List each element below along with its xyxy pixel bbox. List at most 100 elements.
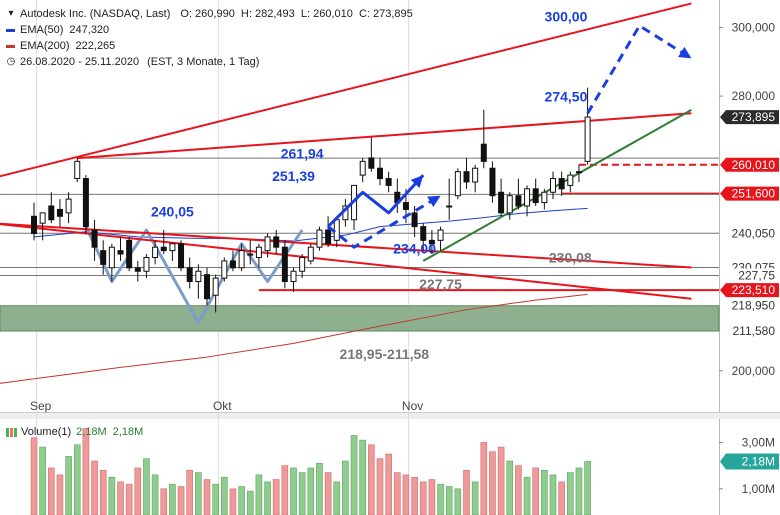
ema200-swatch: [6, 44, 15, 48]
volume-bar: [428, 479, 436, 515]
candle-body: [567, 174, 574, 186]
price-badge-label: 260,010: [732, 158, 776, 172]
legend-row-instrument: ▾ Autodesk Inc. (NASDAQ, Last) O: 260,99…: [6, 6, 412, 22]
volume-bar: [91, 460, 98, 515]
lower-channel-2-line: [0, 223, 692, 300]
ema50-line: [33, 207, 588, 242]
candle-body: [515, 195, 522, 207]
volume-bar: [255, 474, 263, 515]
volume-bar: [151, 474, 159, 515]
volume-value-2: 2,18M: [112, 426, 144, 438]
volume-value-1: 2,18M: [76, 426, 107, 438]
volume-bar: [454, 488, 462, 515]
volume-bar: [169, 483, 176, 515]
volume-bar: [39, 446, 46, 515]
candle-body: [238, 250, 245, 269]
volume-bar: [56, 474, 64, 515]
volume-axis-label: 1,00M: [742, 482, 775, 496]
volume-bar: [463, 469, 470, 515]
annotation-label: 240,05: [151, 203, 194, 219]
volume-bar: [489, 451, 496, 515]
ema50-label: EMA(50): [20, 24, 64, 36]
annotation-label: 234,00: [393, 240, 436, 256]
candle-body: [472, 167, 479, 183]
candle-body: [91, 229, 98, 248]
volume-bar: [497, 446, 505, 515]
volume-bar: [566, 472, 574, 515]
volume-axis-label: 3,00M: [742, 435, 775, 449]
volume-bar: [506, 460, 514, 515]
candle-body: [368, 157, 375, 169]
candle-body: [333, 219, 340, 241]
price-badge-label: 218,950: [732, 299, 776, 313]
volume-bar: [203, 479, 211, 515]
volume-bar: [134, 467, 142, 515]
volume-bar: [186, 469, 193, 515]
price-badge-label: 211,580: [733, 324, 776, 338]
volume-bar: [419, 481, 427, 515]
volume-bar: [117, 481, 124, 515]
candle-body: [229, 260, 236, 269]
candle-body: [100, 250, 107, 265]
volume-bar: [541, 469, 548, 515]
volume-bar: [195, 472, 202, 515]
volume-bar: [532, 467, 540, 515]
candle-body: [281, 246, 288, 283]
volume-bar: [480, 442, 488, 515]
volume-bar: [342, 460, 349, 515]
projection-solid-path: [327, 174, 425, 228]
candle-body: [541, 191, 548, 204]
volume-bar: [65, 456, 72, 515]
ema50-value: 247,320: [69, 24, 110, 36]
volume-bar: [264, 481, 271, 515]
price-badge-label: 251,600: [732, 187, 776, 201]
chevron-down-icon[interactable]: ▾: [8, 8, 14, 19]
price-badge: [720, 157, 779, 172]
volume-icon: [6, 427, 9, 437]
candle-body: [506, 195, 513, 214]
volume-bar: [575, 467, 583, 515]
candle-body: [307, 246, 314, 262]
candle-body: [152, 246, 159, 258]
candle-body: [411, 212, 418, 228]
ema200-label: EMA(200): [20, 40, 70, 52]
price-badge: [720, 186, 779, 201]
annotation-label: 274,50: [545, 88, 588, 104]
candle-body: [48, 205, 55, 221]
volume-bar: [523, 476, 531, 515]
candle-body: [65, 198, 72, 214]
price-badge-bg: [721, 268, 779, 283]
candle-body: [126, 239, 133, 269]
candle-body: [247, 253, 254, 256]
projection-solid-arrowhead: [410, 175, 424, 189]
legend-row-ema200: EMA(200) 222,265: [6, 38, 413, 54]
volume-bar: [99, 469, 107, 515]
y-axis-label: 300,000: [732, 20, 776, 34]
candle-body: [480, 143, 487, 162]
panel-separator: [0, 413, 780, 419]
volume-bar: [160, 488, 168, 515]
volume-bar: [290, 467, 297, 515]
ema200-value: 222,265: [75, 40, 116, 52]
volume-bar: [73, 444, 81, 515]
volume-icon-bar: [10, 427, 13, 437]
price-badge: [720, 110, 779, 125]
annotation-label: 251,39: [272, 168, 315, 184]
candle-body: [221, 260, 228, 279]
candle-body: [56, 208, 63, 217]
candle-body: [359, 160, 366, 176]
candle-body: [524, 188, 531, 207]
volume-bar: [549, 474, 557, 515]
price-badge-label: 240,050: [732, 226, 776, 240]
annotation-label: 300,00: [545, 8, 588, 24]
candle-body: [402, 202, 409, 210]
candle-body: [489, 167, 496, 197]
price-badge-bg: [721, 226, 779, 241]
projection-dashed-upper-path: [586, 24, 693, 115]
volume-bar: [411, 476, 418, 515]
support-zone: [0, 305, 720, 332]
candle-body: [420, 226, 427, 241]
clock-icon: ◷: [6, 56, 16, 67]
volume-bar: [445, 486, 453, 515]
